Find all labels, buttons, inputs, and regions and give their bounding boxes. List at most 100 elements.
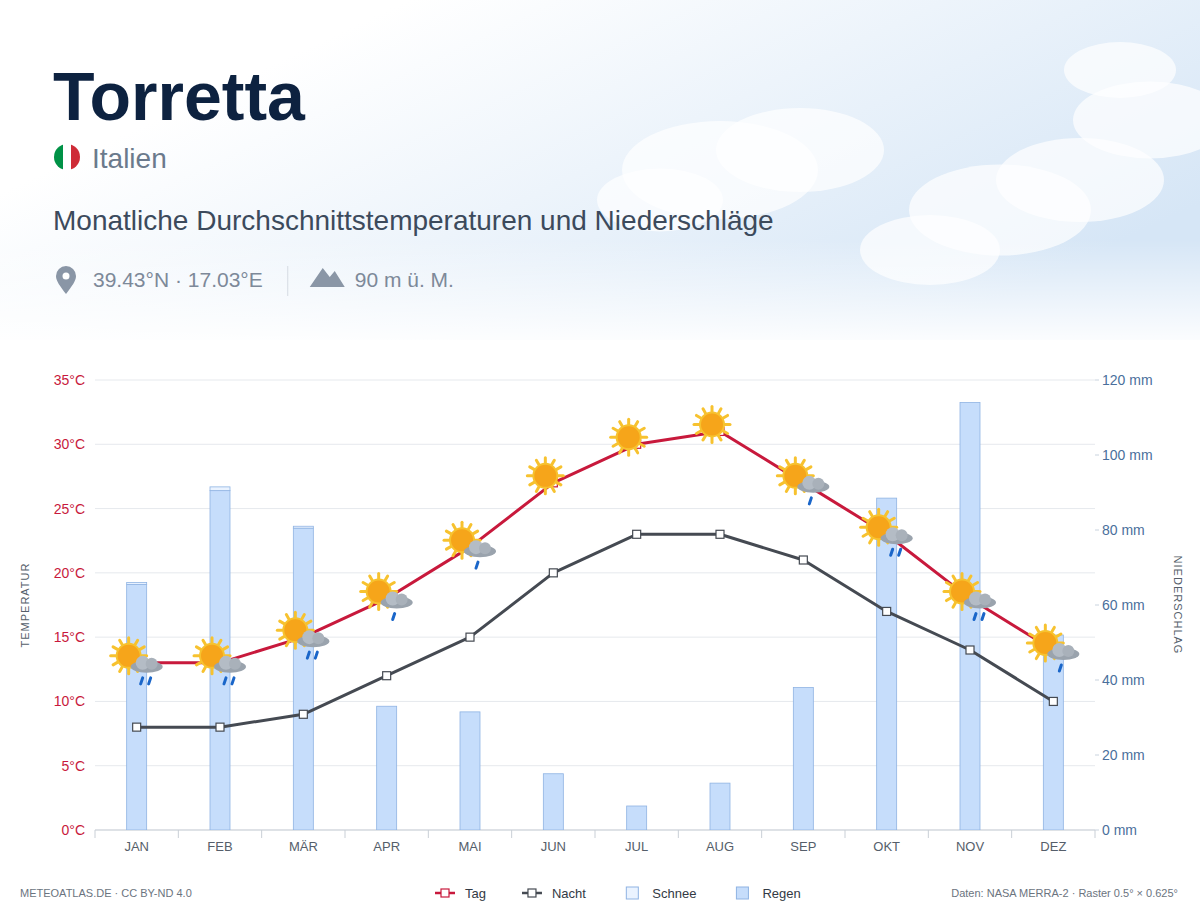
cloud-icon <box>381 592 413 620</box>
sun-ray <box>703 436 706 440</box>
bar-regen <box>877 498 897 830</box>
sun-ray <box>1027 642 1032 645</box>
x-tick <box>95 830 96 838</box>
y-tick-label: 30°C <box>54 436 85 452</box>
y-tick-label: 10°C <box>54 693 85 709</box>
sun-ray <box>961 605 964 610</box>
sun-ray <box>113 647 117 650</box>
y2-tick <box>1095 830 1099 831</box>
sun-ray <box>446 547 450 550</box>
rain-drop <box>809 498 811 504</box>
sun-ray <box>223 647 227 650</box>
cloud-icon <box>1047 643 1079 671</box>
bar-regen <box>627 806 647 830</box>
sun-ray <box>725 423 730 426</box>
sun-ray <box>1057 634 1061 637</box>
cloud-icon <box>131 656 163 684</box>
y2-tick <box>1095 680 1099 681</box>
sun-ray <box>280 637 284 640</box>
point-nacht <box>133 723 141 731</box>
point-nacht <box>966 646 974 654</box>
y2-tick <box>1095 530 1099 531</box>
bar-regen <box>460 712 480 830</box>
sun-ray <box>127 669 130 674</box>
weather-icons <box>111 406 1080 683</box>
cloud-part <box>1062 645 1074 657</box>
flag-green <box>54 144 63 170</box>
point-nacht <box>716 530 724 538</box>
sun-ray <box>1030 634 1034 637</box>
elevation: 90 m ü. M. <box>355 268 454 291</box>
y2-tick-label: 40 mm <box>1102 672 1145 688</box>
sun-ray <box>120 667 123 671</box>
cloud-icon <box>297 630 329 658</box>
sun-ray <box>196 662 200 665</box>
sun-ray <box>694 423 699 426</box>
y2-tick <box>1095 455 1099 456</box>
bar-schnee <box>127 583 147 585</box>
x-tick <box>678 830 679 838</box>
sun-ray <box>544 489 547 494</box>
x-tick-label: MAI <box>458 839 481 854</box>
sun-ray <box>557 467 561 470</box>
point-nacht <box>383 672 391 680</box>
sun-ray <box>953 576 956 580</box>
sun-ray <box>113 662 117 665</box>
bar-schnee <box>543 773 563 774</box>
x-tick-label: APR <box>373 839 400 854</box>
sun-ray <box>473 531 477 534</box>
credit: METEOATLAS.DE · CC BY-ND 4.0 <box>20 887 192 899</box>
sun-ray <box>552 460 555 464</box>
source: Daten: NASA MERRA-2 · Raster 0.5° × 0.62… <box>951 887 1178 899</box>
sun-ray <box>711 437 714 442</box>
sun-ray <box>1036 627 1039 631</box>
y2-tick-label: 0 mm <box>1102 822 1137 838</box>
sun-ray <box>861 526 866 529</box>
sun-ray <box>444 539 449 542</box>
sun-ray <box>1044 656 1047 661</box>
x-tick <box>261 830 262 838</box>
line-nacht <box>137 534 1054 727</box>
sun-ray <box>446 531 450 534</box>
rain-drop <box>476 562 478 568</box>
sun-ray <box>863 534 867 537</box>
sun-ray <box>1044 625 1047 630</box>
sun-ray <box>780 482 784 485</box>
sun-ray <box>544 458 547 463</box>
legend-label: Schnee <box>652 886 696 901</box>
sun-ray <box>552 487 555 491</box>
x-tick <box>428 830 429 838</box>
point-nacht <box>1049 697 1057 705</box>
sun-ray <box>361 590 366 593</box>
sun-icon <box>611 419 647 455</box>
sun-ray <box>294 612 297 617</box>
sun-ray <box>723 415 727 418</box>
bar-schnee <box>710 783 730 784</box>
sun-ray <box>719 436 722 440</box>
sun-ray <box>620 422 623 426</box>
y2-tick <box>1095 380 1099 381</box>
y-tick-label: 15°C <box>54 629 85 645</box>
sun-ray <box>620 449 623 453</box>
rain-drop <box>974 614 976 620</box>
bar-regen <box>710 783 730 830</box>
point-nacht <box>216 723 224 731</box>
background <box>0 0 1200 920</box>
grid-line <box>95 701 1095 702</box>
y-tick-label: 0°C <box>62 822 86 838</box>
sun-ray <box>527 474 532 477</box>
point-nacht <box>883 607 891 615</box>
cloud-part <box>229 658 241 670</box>
sun-ray <box>557 482 561 485</box>
sun-ray <box>461 522 464 527</box>
pin-icon <box>56 266 76 294</box>
sky-cloud <box>1064 42 1176 98</box>
x-tick-label: JAN <box>124 839 149 854</box>
location: 39.43°N · 17.03°E <box>93 268 263 291</box>
x-tick <box>761 830 762 838</box>
y-axis-title: TEMPERATUR <box>19 563 31 648</box>
rain-drop <box>307 652 309 658</box>
sun-ray <box>280 621 284 624</box>
legend-marker <box>441 889 449 897</box>
x-tick <box>1011 830 1012 838</box>
